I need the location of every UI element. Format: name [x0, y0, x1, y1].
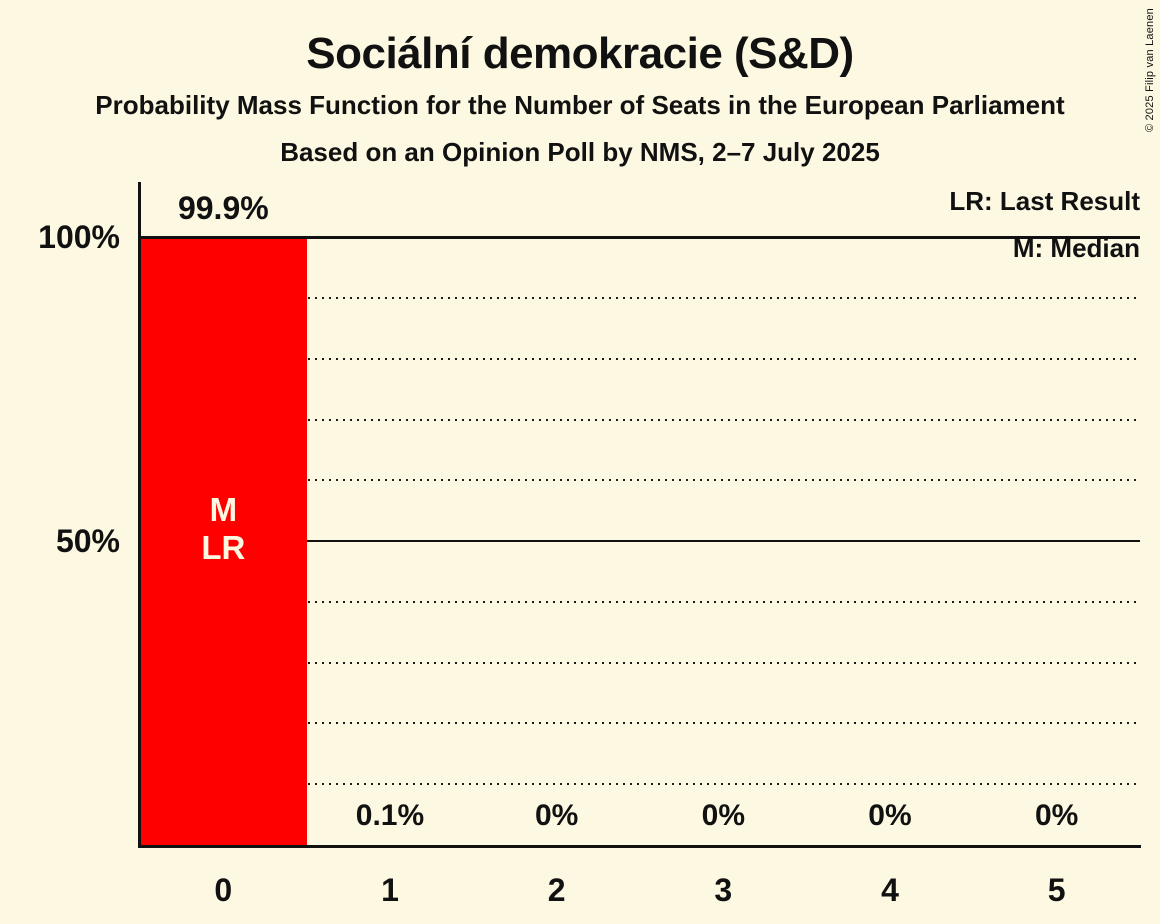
gridline-solid-50: [140, 540, 1140, 543]
x-tick-label-4: 4: [881, 872, 899, 908]
last-result-marker-label: LR: [201, 529, 246, 566]
gridline-dotted-90: [140, 297, 1140, 300]
gridline-dotted-70: [140, 418, 1140, 421]
poll-source-line: Based on an Opinion Poll by NMS, 2–7 Jul…: [280, 137, 880, 167]
gridline-dotted-30: [140, 661, 1140, 664]
value-label-1: 0.1%: [355, 799, 425, 832]
bar-annotation-median-last-result: M LR: [140, 491, 307, 567]
gridline-dotted-20: [140, 722, 1140, 725]
value-label-2: 0%: [534, 799, 579, 832]
value-label-3: 0%: [701, 799, 745, 832]
x-tick-label-5: 5: [1047, 872, 1066, 908]
value-label-5: 0%: [1034, 799, 1079, 832]
x-tick-label-1: 1: [381, 872, 399, 908]
legend-median: M: Median: [1012, 233, 1140, 263]
gridline-dotted-80: [140, 357, 1140, 360]
value-label-0: 99.9%: [177, 190, 269, 226]
median-marker-label: M: [209, 491, 238, 528]
gridline-solid-100: [140, 236, 1140, 240]
chart-title: Sociální demokracie (S&D): [306, 29, 854, 78]
x-axis-line: [138, 845, 1141, 848]
value-label-4: 0%: [868, 799, 912, 832]
x-tick-label-0: 0: [214, 872, 233, 908]
y-tick-label-100: 100%: [38, 219, 120, 256]
bar-seats-0: [140, 239, 307, 845]
gridline-dotted-60: [140, 479, 1140, 482]
chart-subtitle: Probability Mass Function for the Number…: [95, 90, 1065, 120]
x-tick-label-3: 3: [714, 872, 733, 908]
gridline-dotted-10: [140, 783, 1140, 786]
gridline-dotted-40: [140, 600, 1140, 603]
x-tick-label-2: 2: [547, 872, 566, 908]
y-axis-line: [138, 182, 141, 848]
y-tick-label-50: 50%: [55, 523, 120, 560]
legend-last-result: LR: Last Result: [949, 186, 1140, 216]
